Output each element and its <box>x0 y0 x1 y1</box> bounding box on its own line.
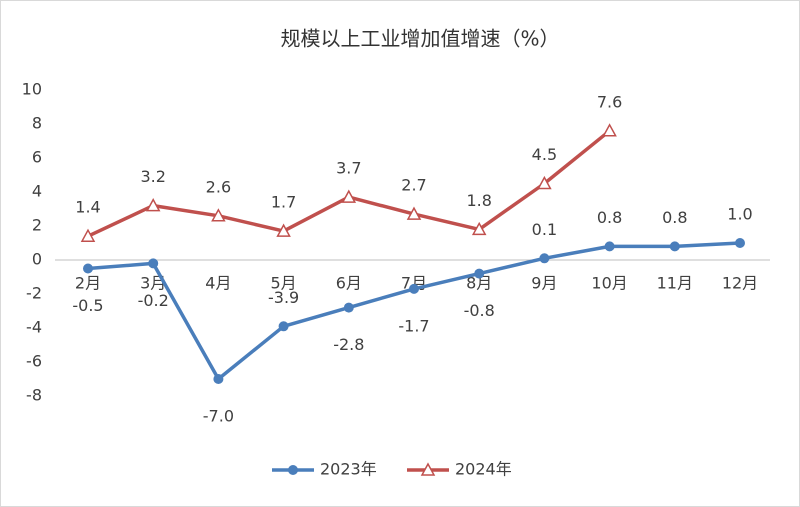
y-tick-label: -4 <box>26 318 42 337</box>
legend-label: 2024年 <box>455 460 512 479</box>
data-label: 3.7 <box>336 159 361 178</box>
point <box>539 253 550 264</box>
point <box>276 223 291 237</box>
x-tick-label: 6月 <box>336 274 362 293</box>
data-label: 1.8 <box>466 191 491 210</box>
chart-title: 规模以上工业增加值增速（%） <box>280 27 559 51</box>
x-tick-label: 11月 <box>657 274 693 293</box>
y-tick-label: -8 <box>26 386 42 405</box>
point <box>409 283 419 294</box>
y-tick-label: 6 <box>32 148 42 167</box>
point <box>669 241 680 252</box>
data-label: 0.8 <box>597 208 622 227</box>
x-tick-label: 5月 <box>271 274 297 293</box>
point <box>471 221 487 236</box>
data-label: 1.7 <box>271 193 296 212</box>
x-tick-label: 4月 <box>205 274 231 293</box>
point <box>474 268 485 279</box>
x-tick-label: 12月 <box>722 274 758 293</box>
data-label: 4.5 <box>532 145 557 164</box>
y-tick-label: 4 <box>32 182 42 201</box>
data-label: -0.5 <box>72 296 103 315</box>
x-tick-label: 8月 <box>466 274 492 293</box>
legend-marker <box>420 462 436 476</box>
point <box>148 258 159 269</box>
point <box>604 241 615 252</box>
y-tick-label: 0 <box>32 250 42 269</box>
data-label: -3.9 <box>268 288 299 307</box>
point <box>406 206 422 220</box>
data-label: -0.2 <box>138 291 169 310</box>
data-label: 3.2 <box>140 167 165 186</box>
x-tick-label: 10月 <box>591 274 627 293</box>
y-tick-label: -2 <box>26 284 42 303</box>
y-tick-label: -6 <box>26 352 42 371</box>
legend-label: 2023年 <box>320 460 377 479</box>
point <box>343 302 354 313</box>
point <box>602 123 617 137</box>
data-label: 2.7 <box>401 176 426 195</box>
data-label: -7.0 <box>203 407 234 426</box>
point <box>211 208 226 222</box>
data-label: -2.8 <box>333 335 364 354</box>
data-label: -1.7 <box>398 316 429 335</box>
point <box>278 321 289 332</box>
y-tick-label: 10 <box>22 80 42 99</box>
data-label: 0.8 <box>662 208 687 227</box>
point <box>83 263 93 274</box>
data-label: -0.8 <box>464 301 495 320</box>
x-tick-label: 2月 <box>75 274 101 293</box>
data-label: 2.6 <box>206 177 231 196</box>
point <box>735 238 745 248</box>
point <box>213 374 224 384</box>
data-label: 0.1 <box>532 220 557 239</box>
x-tick-label: 9月 <box>531 274 557 293</box>
point <box>80 228 96 242</box>
point <box>145 198 161 212</box>
point <box>341 189 357 203</box>
y-tick-label: 2 <box>32 216 42 235</box>
point <box>537 175 552 190</box>
data-label: 7.6 <box>597 92 622 111</box>
data-label: 1.0 <box>727 205 752 224</box>
legend-marker <box>288 465 298 475</box>
data-label: 1.4 <box>75 198 100 217</box>
y-tick-label: 8 <box>32 114 42 133</box>
